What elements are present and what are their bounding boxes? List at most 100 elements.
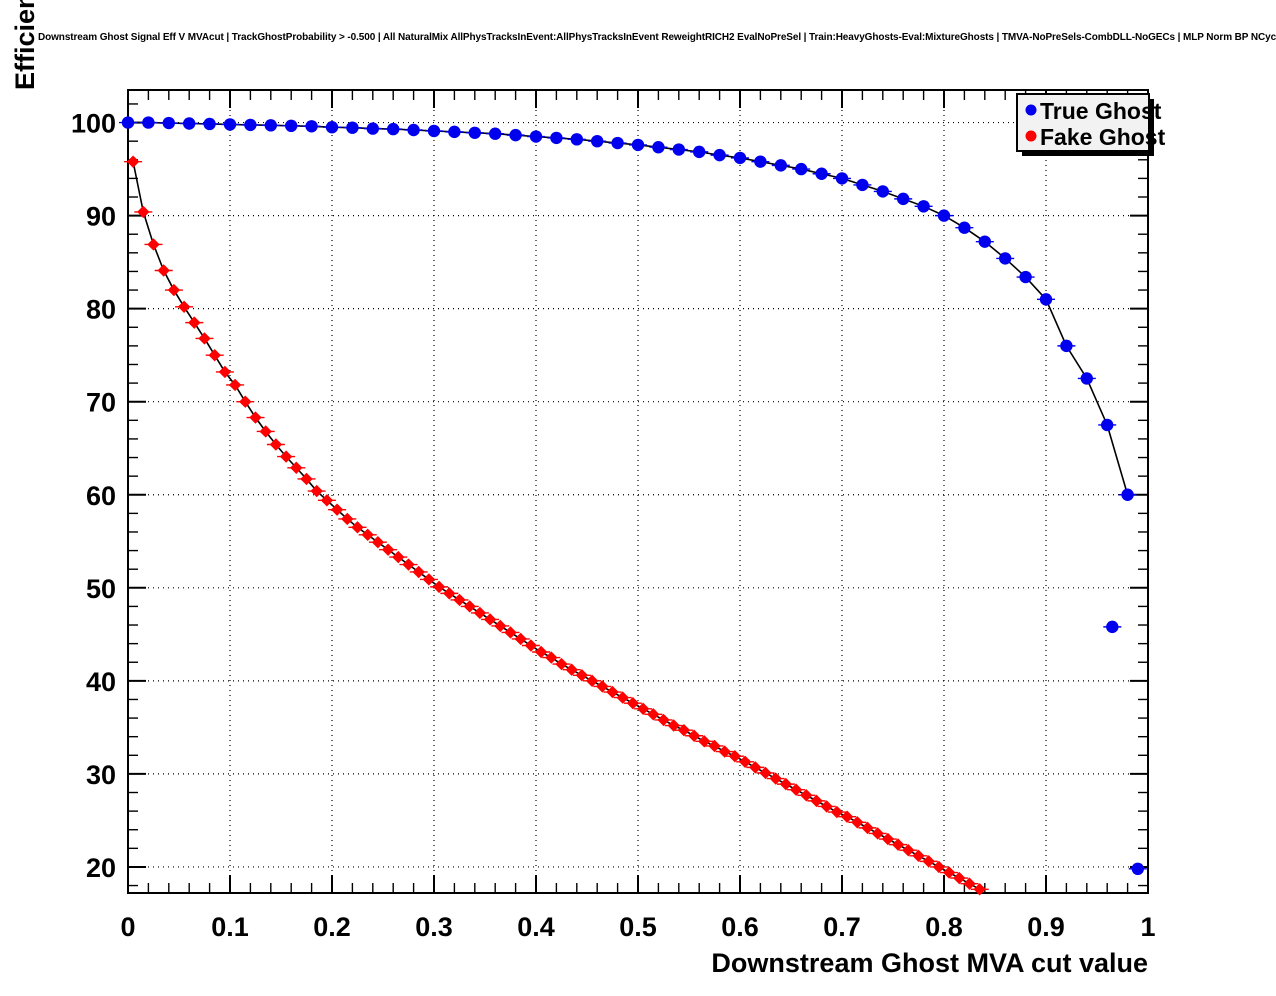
x-axis-title: Downstream Ghost MVA cut value [711,948,1148,978]
data-point [203,117,216,131]
y-tick-label: 60 [86,481,116,511]
data-point [565,663,578,676]
data-point [341,512,354,526]
data-point [917,200,930,213]
data-point [789,783,803,796]
data-point [121,116,135,129]
data-point [840,810,854,823]
data-point [351,521,364,534]
data-point [871,827,884,840]
x-tick-label: 0.4 [517,912,555,942]
data-point [223,118,237,131]
data-point [830,805,844,819]
data-point [667,719,680,732]
data-point [942,866,956,879]
data-point [631,138,645,152]
data-point [264,119,277,132]
data-point [881,832,895,846]
data-point [167,283,181,297]
data-point [779,777,793,791]
data-point [346,121,359,134]
data-point [529,130,543,143]
data-point [325,121,339,134]
legend[interactable]: True Ghost Fake Ghost [1016,93,1166,156]
data-point [759,766,772,780]
data-point [769,772,782,785]
x-tick-label: 0.6 [721,912,759,942]
data-point [774,159,787,172]
data-point [652,141,665,154]
data-point [504,626,517,639]
data-point [636,702,650,715]
data-point [693,145,706,159]
data-point [524,639,538,652]
data-point [677,723,691,737]
data-point [963,877,976,890]
data-point [958,221,971,234]
legend-label-fake-ghost[interactable]: Fake Ghost [1040,124,1166,150]
legend-label-true-ghost[interactable]: True Ghost [1040,98,1162,124]
data-point [575,669,589,682]
data-point [443,587,456,600]
data-point [973,883,986,896]
y-tick-label: 70 [86,388,116,418]
data-series-layer [119,116,1147,896]
data-point [361,528,374,541]
data-point [708,739,721,753]
data-point [897,192,910,206]
data-point [305,120,318,133]
data-point [448,125,461,139]
data-point [407,123,420,137]
data-point [999,252,1012,265]
y-tick-label: 80 [86,295,116,325]
data-point [300,472,313,486]
series-true-ghost-tail [1103,620,1147,876]
data-point [509,128,522,142]
data-point [596,680,609,693]
page-title: Downstream Ghost Signal Eff V MVAcut | T… [38,32,1276,43]
y-axis-tick-labels: 20 30 40 50 60 70 80 90 100 [71,109,116,883]
data-point [738,755,752,768]
data-point [902,844,915,857]
data-point [1080,372,1094,385]
legend-marker-true-ghost [1025,104,1037,116]
data-point [381,543,395,556]
data-point [800,789,813,802]
x-tick-label: 0.3 [415,912,453,942]
legend-box [1016,93,1150,152]
data-point [856,178,869,192]
data-point [570,133,583,146]
data-point [585,674,599,688]
data-point [514,632,527,646]
data-point [616,691,629,704]
data-point [912,849,925,862]
data-point [835,172,849,185]
data-point [698,735,711,748]
data-point [285,119,298,133]
data-point [249,411,262,424]
data-point [672,143,685,156]
data-point [208,348,221,362]
data-point [463,600,476,613]
data-point [244,118,257,132]
data-point [657,713,670,727]
data-point [366,122,379,135]
data-point [718,745,731,758]
y-tick-label: 50 [86,574,116,604]
y-tick-label: 20 [86,853,116,883]
y-tick-label: 90 [86,202,116,232]
data-point [320,494,334,507]
data-point [1131,862,1145,876]
data-point [591,134,604,148]
data-point [142,116,155,129]
data-point [310,484,323,498]
data-point [891,838,905,851]
plot-background [128,90,1148,893]
data-point [937,209,951,222]
data-point [392,550,405,564]
x-tick-label: 0.5 [619,912,657,942]
data-point [218,365,232,379]
y-axis-title: Efficiency / % [10,0,40,90]
y-tick-label: 100 [71,109,116,139]
